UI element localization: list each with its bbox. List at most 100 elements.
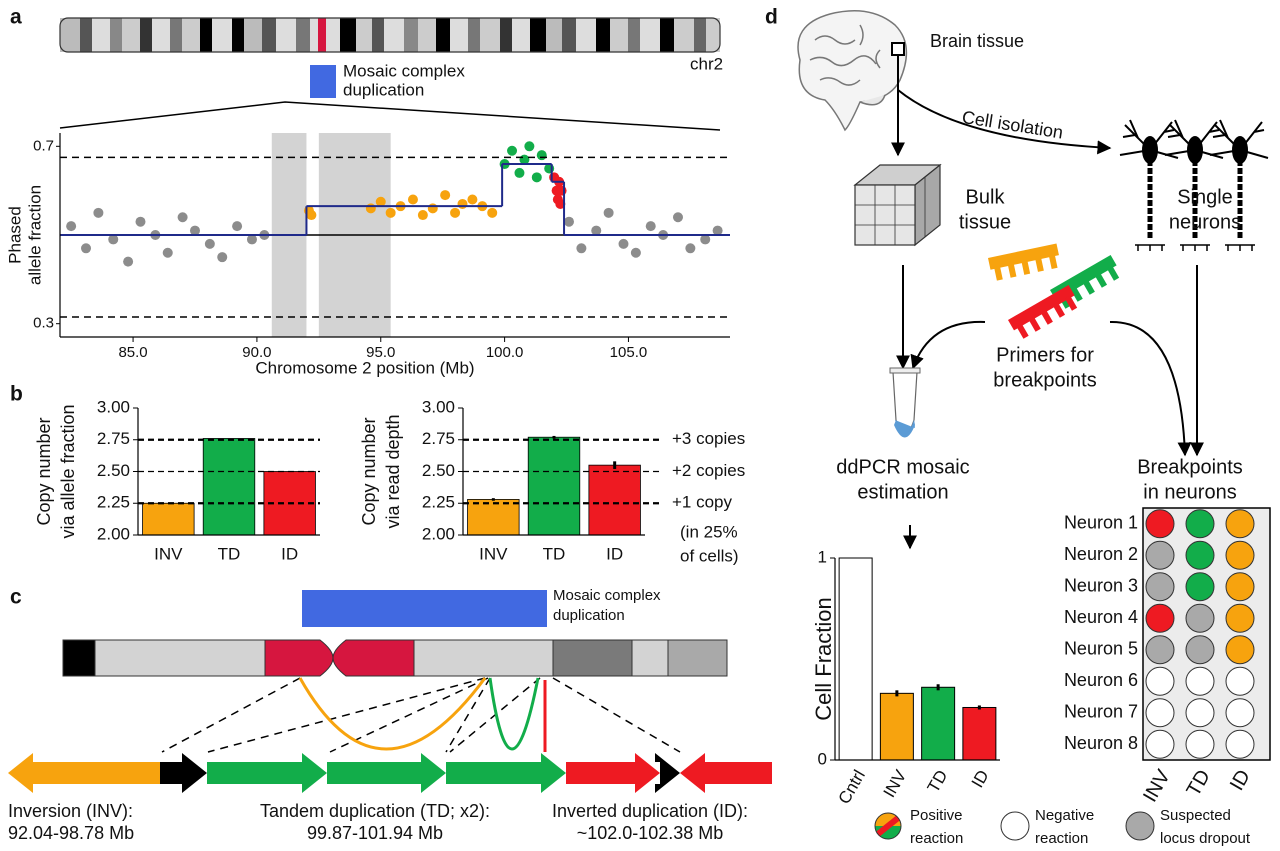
band — [212, 18, 232, 52]
event-range: 99.87-101.94 Mb — [307, 823, 443, 843]
data-point — [531, 172, 542, 183]
data-point — [524, 141, 535, 152]
legend-text: locus dropout — [1160, 830, 1251, 847]
x-tick-label: TD — [543, 544, 566, 563]
band — [468, 18, 480, 52]
legend-text: duplication — [553, 607, 625, 624]
data-point — [450, 207, 461, 218]
legend-text: duplication — [343, 80, 424, 99]
zoom-lines — [59, 101, 721, 131]
reaction-circle — [1225, 603, 1255, 633]
reaction-circle — [1225, 729, 1255, 759]
neurons — [1119, 119, 1269, 251]
band — [244, 18, 262, 52]
x-tick-label: 105.0 — [610, 344, 648, 361]
data-point — [536, 150, 547, 161]
data-point — [177, 212, 188, 223]
legend-swatch — [1000, 811, 1030, 841]
data-point — [204, 238, 215, 249]
y-axis-label: via allele fraction — [58, 404, 78, 538]
x-tick-label: ID — [968, 767, 993, 791]
band — [170, 18, 182, 52]
y-tick-label: 0 — [818, 749, 827, 768]
band — [694, 18, 706, 52]
arrow — [327, 753, 446, 793]
band — [92, 18, 110, 52]
band — [276, 18, 296, 52]
reaction-circle — [1225, 698, 1255, 728]
soma — [1142, 136, 1158, 164]
label: in neurons — [1143, 481, 1236, 503]
band — [80, 18, 92, 52]
x-tick-label: 90.0 — [242, 344, 271, 361]
x-tick-label: ID — [606, 544, 623, 563]
terminals — [1225, 244, 1255, 251]
reaction-circle — [1225, 635, 1255, 665]
arrow — [8, 753, 162, 793]
row-label: Neuron 5 — [1064, 639, 1138, 659]
y-tick-label: 3.00 — [97, 397, 130, 416]
band — [530, 18, 546, 52]
y-tick-label: 2.50 — [97, 461, 130, 480]
data-point — [135, 216, 146, 227]
label: Brain tissue — [930, 31, 1024, 51]
bar — [142, 502, 195, 536]
legend-text: Positive — [910, 807, 963, 824]
inversion-arc — [298, 677, 487, 751]
label: neurons — [1169, 211, 1241, 233]
data-point — [385, 207, 396, 218]
data-point — [555, 198, 566, 209]
reaction-circle — [1185, 572, 1215, 602]
data-point — [93, 207, 104, 218]
reaction-circle — [1185, 635, 1215, 665]
data-point — [306, 210, 317, 221]
y-tick-label: 2.00 — [422, 524, 455, 543]
reaction-circle — [1185, 666, 1215, 696]
legend-text: Suspected — [1160, 807, 1231, 824]
arrow — [655, 753, 680, 793]
band — [610, 18, 628, 52]
band — [140, 18, 152, 52]
y-axis-label: Cell Fraction — [811, 597, 836, 720]
event-range: 92.04-98.78 Mb — [8, 823, 134, 843]
band — [404, 18, 418, 52]
y-tick-label: 0.7 — [33, 137, 54, 154]
bar — [962, 706, 997, 761]
reaction-circle — [1145, 540, 1175, 570]
arrow — [1109, 320, 1192, 457]
bar — [588, 464, 641, 536]
label: breakpoints — [993, 369, 1096, 391]
band — [562, 18, 576, 52]
row-label: Neuron 3 — [1064, 576, 1138, 596]
band — [512, 18, 530, 52]
reaction-circle — [1185, 729, 1215, 759]
band — [340, 18, 356, 52]
data-point — [427, 203, 438, 214]
x-tick-label: 95.0 — [366, 344, 395, 361]
band — [110, 18, 122, 52]
data-point — [576, 243, 587, 254]
reaction-circle — [1185, 540, 1215, 570]
legend-text: reaction — [1035, 830, 1088, 847]
x-tick-label: TD — [924, 767, 952, 796]
reaction-circle — [1185, 698, 1215, 728]
tube — [889, 367, 921, 438]
band — [576, 18, 596, 52]
band — [628, 18, 640, 52]
data-point — [189, 225, 200, 236]
band — [326, 18, 340, 52]
data-point — [81, 243, 92, 254]
bulk-cube — [853, 163, 942, 247]
y-axis-label: via read depth — [383, 414, 403, 528]
soma — [1232, 136, 1248, 164]
data-point — [591, 225, 602, 236]
band — [372, 18, 384, 52]
data-point — [645, 221, 656, 232]
column-label: INV — [1139, 766, 1175, 806]
arrow — [160, 753, 207, 793]
bar — [879, 692, 914, 761]
chromosome-label: chr2 — [690, 54, 723, 73]
data-point — [672, 212, 683, 223]
data-point — [556, 185, 567, 196]
